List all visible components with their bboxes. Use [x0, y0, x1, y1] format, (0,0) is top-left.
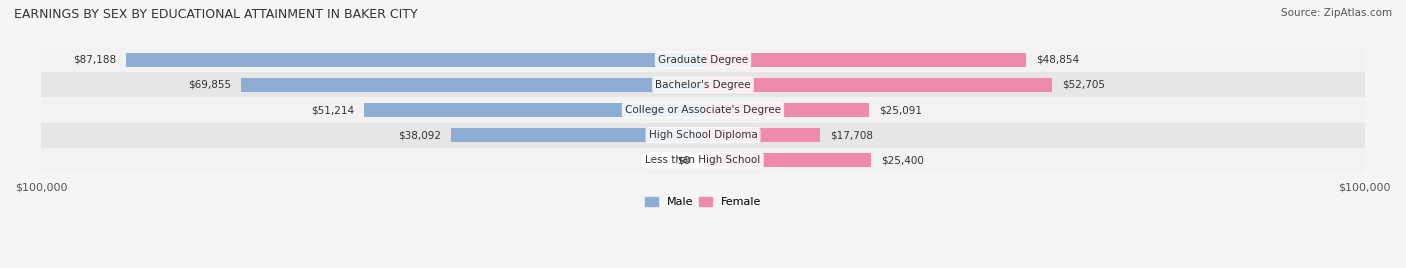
Text: College or Associate's Degree: College or Associate's Degree	[626, 105, 780, 115]
Bar	[41, 148, 1365, 173]
Text: $25,400: $25,400	[882, 155, 924, 165]
Legend: Male, Female: Male, Female	[640, 192, 766, 211]
Text: Less than High School: Less than High School	[645, 155, 761, 165]
Text: $48,854: $48,854	[1036, 55, 1080, 65]
Text: $87,188: $87,188	[73, 55, 117, 65]
Bar	[41, 98, 1365, 123]
Bar	[240, 78, 703, 92]
Text: $25,091: $25,091	[879, 105, 922, 115]
Text: High School Diploma: High School Diploma	[648, 130, 758, 140]
Bar	[703, 128, 820, 142]
Text: $0: $0	[676, 155, 690, 165]
Text: $52,705: $52,705	[1062, 80, 1105, 90]
Text: EARNINGS BY SEX BY EDUCATIONAL ATTAINMENT IN BAKER CITY: EARNINGS BY SEX BY EDUCATIONAL ATTAINMEN…	[14, 8, 418, 21]
Bar	[364, 103, 703, 117]
Bar	[703, 103, 869, 117]
Text: Source: ZipAtlas.com: Source: ZipAtlas.com	[1281, 8, 1392, 18]
Bar	[703, 78, 1052, 92]
Bar	[127, 53, 703, 67]
Bar	[451, 128, 703, 142]
Text: Bachelor's Degree: Bachelor's Degree	[655, 80, 751, 90]
Text: Graduate Degree: Graduate Degree	[658, 55, 748, 65]
Text: $51,214: $51,214	[311, 105, 354, 115]
Bar	[703, 154, 872, 167]
Bar	[41, 123, 1365, 148]
Text: $38,092: $38,092	[398, 130, 441, 140]
Bar	[41, 47, 1365, 72]
Text: $69,855: $69,855	[187, 80, 231, 90]
Text: $17,708: $17,708	[830, 130, 873, 140]
Bar	[41, 72, 1365, 98]
Bar	[703, 53, 1026, 67]
